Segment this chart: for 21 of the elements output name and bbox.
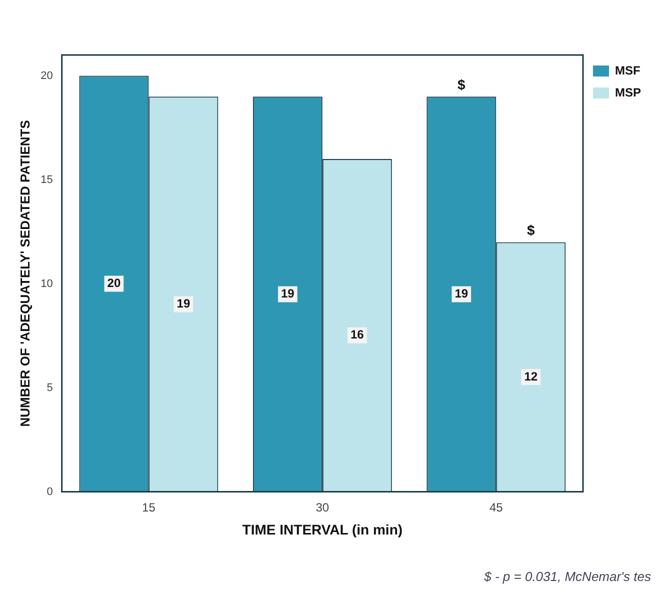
y-tick-label: 15: [40, 174, 53, 186]
x-tick-label: 30: [316, 500, 330, 514]
x-tick-label: 15: [142, 500, 156, 514]
legend-label: MSF: [614, 63, 640, 78]
y-tick-label: 10: [40, 278, 53, 290]
y-tick-label: 5: [46, 382, 53, 394]
x-tick-label: 45: [489, 500, 504, 514]
legend-label: MSP: [614, 85, 642, 100]
data-label: 19: [454, 286, 468, 301]
data-label: 19: [176, 296, 190, 311]
data-label: 12: [524, 369, 538, 384]
y-tick-label: 20: [40, 70, 53, 82]
text: $ - p = 0.031, McNemar's tes: [483, 569, 652, 584]
annotation: $: [457, 76, 466, 92]
y-axis-title: NUMBER OF 'ADEQUATELY' SEDATED PATIENTS: [17, 120, 32, 427]
y-tick-label: 0: [46, 486, 53, 498]
data-label: 16: [350, 328, 364, 342]
x-axis-title: TIME INTERVAL (in min): [242, 521, 403, 538]
data-label: 19: [280, 286, 295, 301]
annotation: $: [526, 222, 535, 238]
data-label: 20: [107, 276, 121, 290]
